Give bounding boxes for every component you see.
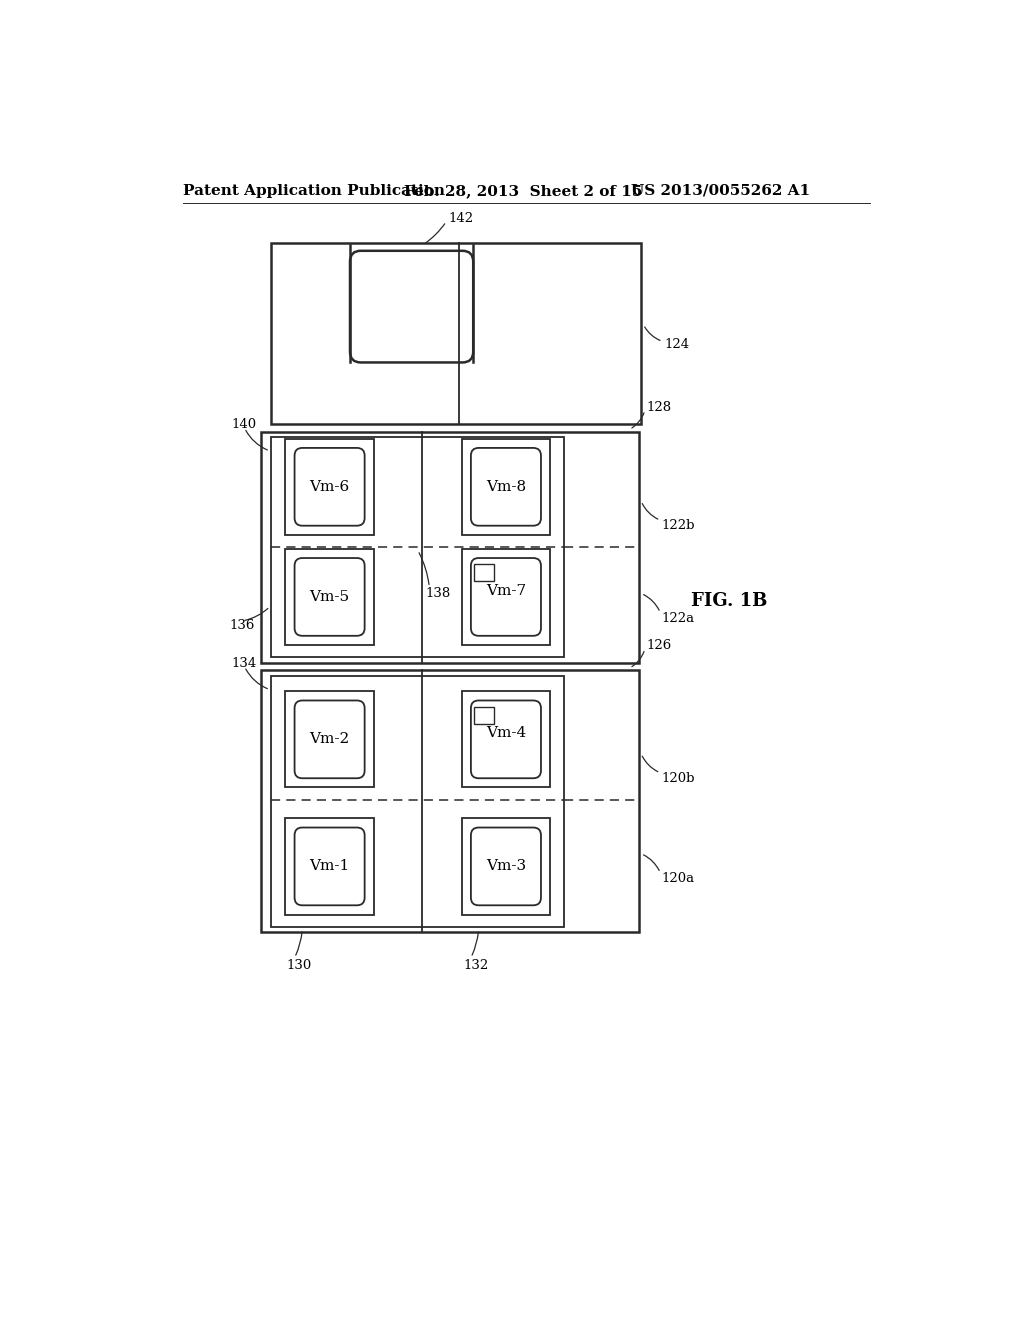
Text: 122a: 122a (662, 611, 695, 624)
Text: 132: 132 (463, 958, 488, 972)
Bar (286, 818, 374, 915)
Text: 120a: 120a (662, 871, 695, 884)
Text: 130: 130 (287, 958, 312, 972)
Bar (271, 243, 641, 424)
Text: Vm-2: Vm-2 (309, 733, 350, 746)
Text: FIG. 1B: FIG. 1B (691, 593, 768, 610)
Text: 142: 142 (449, 213, 474, 224)
Text: Vm-1: Vm-1 (309, 859, 350, 874)
Text: 120b: 120b (662, 772, 695, 785)
Text: 134: 134 (231, 657, 257, 671)
Bar (286, 692, 374, 788)
Text: Vm-6: Vm-6 (309, 479, 350, 494)
Bar (286, 549, 374, 645)
Bar (462, 549, 550, 645)
Text: Vm-8: Vm-8 (485, 479, 526, 494)
Text: Feb. 28, 2013  Sheet 2 of 15: Feb. 28, 2013 Sheet 2 of 15 (403, 183, 642, 198)
Text: 138: 138 (425, 587, 451, 601)
Text: Patent Application Publication: Patent Application Publication (183, 183, 444, 198)
Bar (271, 676, 564, 927)
Bar (462, 438, 550, 535)
Bar (474, 706, 494, 723)
Text: Vm-3: Vm-3 (485, 859, 526, 874)
Bar (286, 438, 374, 535)
Bar (261, 432, 639, 663)
Bar (271, 437, 564, 657)
Bar (462, 692, 550, 788)
Text: 140: 140 (231, 418, 257, 432)
Text: 128: 128 (646, 400, 672, 413)
Bar (261, 671, 639, 932)
Text: 124: 124 (665, 338, 689, 351)
Text: US 2013/0055262 A1: US 2013/0055262 A1 (631, 183, 810, 198)
Bar (474, 564, 494, 581)
Text: Vm-4: Vm-4 (485, 726, 526, 741)
Text: 126: 126 (646, 639, 672, 652)
Text: Vm-5: Vm-5 (309, 590, 349, 605)
Bar (462, 818, 550, 915)
Text: 122b: 122b (662, 519, 695, 532)
Text: 136: 136 (229, 619, 255, 632)
Text: Vm-7: Vm-7 (485, 583, 526, 598)
